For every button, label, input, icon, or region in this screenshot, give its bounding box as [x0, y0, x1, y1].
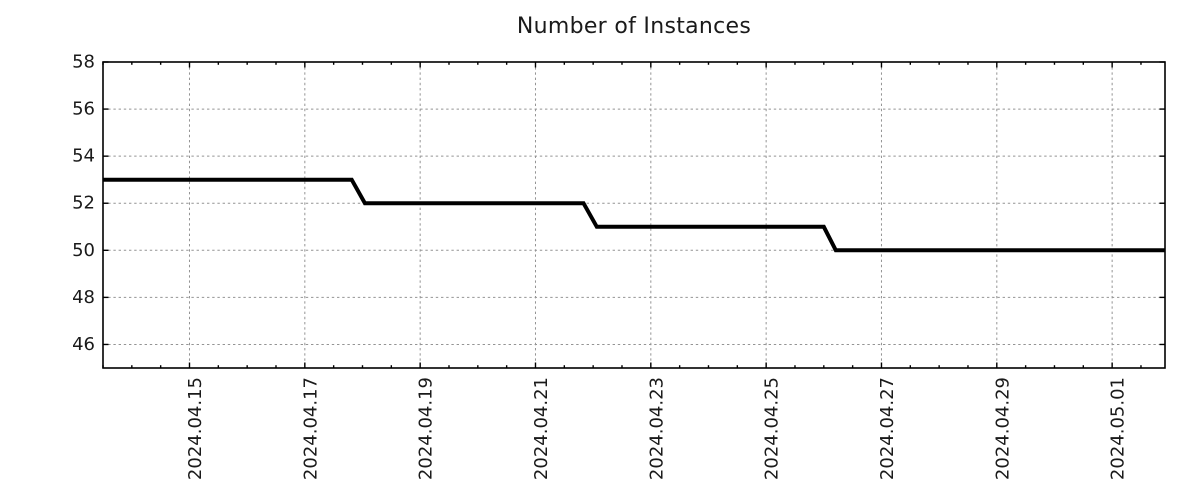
x-tick-label: 2024.04.25 [762, 377, 783, 480]
y-tick-label: 52 [72, 193, 95, 214]
y-tick-label: 48 [72, 287, 95, 308]
y-tick-label: 46 [72, 334, 95, 355]
y-tick-label: 50 [72, 240, 95, 261]
y-tick-label: 54 [72, 146, 95, 167]
plot-border [102, 61, 1166, 369]
x-tick-label: 2024.04.29 [992, 377, 1013, 480]
y-tick-label: 56 [72, 99, 95, 120]
x-tick-label: 2024.04.19 [416, 377, 437, 480]
x-tick-label: 2024.04.23 [646, 377, 667, 480]
series-line-instances [103, 177, 1165, 253]
x-tick-label: 2024.04.17 [300, 377, 321, 480]
x-tick-label: 2024.04.21 [531, 377, 552, 480]
x-tick-label: 2024.05.01 [1108, 377, 1129, 480]
chart-title: Number of Instances [516, 14, 752, 39]
x-tick-label: 2024.04.27 [877, 377, 898, 480]
y-tick-label: 58 [72, 52, 95, 73]
x-tick-label: 2024.04.15 [185, 377, 206, 480]
